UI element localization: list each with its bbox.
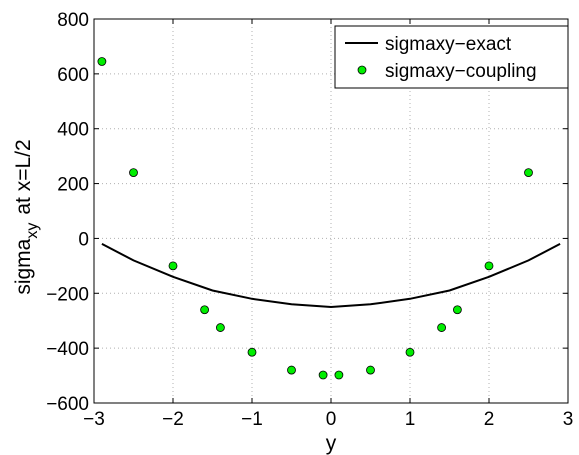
legend: sigmaxy−exact sigmaxy−coupling xyxy=(334,25,569,89)
legend-label-coupling: sigmaxy−coupling xyxy=(385,61,537,82)
y-axis-label-subscript: xy xyxy=(24,223,41,239)
data-point-coupling xyxy=(366,365,375,375)
data-point-coupling xyxy=(129,168,138,178)
y-tick-label: 0 xyxy=(78,229,89,250)
y-tick-label: 600 xyxy=(57,65,89,86)
y-tick-label: −200 xyxy=(46,284,89,305)
data-point-coupling xyxy=(247,347,257,357)
data-point-coupling xyxy=(405,347,415,357)
series-layer xyxy=(97,57,561,380)
x-tick-label: 2 xyxy=(484,409,495,430)
y-axis-label: sigmaxy at x=L/2 xyxy=(12,139,41,294)
data-point-coupling xyxy=(287,365,296,375)
data-point-coupling xyxy=(168,261,178,271)
y-axis-label-base: sigma xyxy=(12,238,35,294)
y-tick-label: 400 xyxy=(57,120,89,141)
data-point-coupling xyxy=(484,261,494,271)
x-tick-label: 3 xyxy=(563,409,574,430)
y-axis-label-suffix: at x=L/2 xyxy=(12,139,35,214)
data-point-coupling xyxy=(97,57,107,66)
legend-label-exact: sigmaxy−exact xyxy=(385,34,512,55)
x-axis-label: y xyxy=(326,432,337,455)
data-point-coupling xyxy=(437,323,447,332)
data-point-coupling xyxy=(524,168,533,178)
data-point-coupling xyxy=(334,370,344,380)
y-tick-label: 800 xyxy=(57,10,89,31)
x-tick-label: −1 xyxy=(241,409,263,430)
x-tick-label: −2 xyxy=(162,409,184,430)
tick-labels: −3 −2 −1 0 1 2 3 −600 −400 −200 0 200 400 600 800 xyxy=(46,10,573,430)
legend-box xyxy=(334,25,569,89)
y-tick-label: −600 xyxy=(46,394,89,415)
y-tick-label: −400 xyxy=(46,339,89,360)
legend-swatch-coupling xyxy=(357,65,367,75)
data-point-coupling xyxy=(215,323,225,332)
x-tick-label: 1 xyxy=(405,409,416,430)
x-tick-label: 0 xyxy=(326,409,337,430)
data-point-coupling xyxy=(318,370,328,380)
y-tick-label: 200 xyxy=(57,175,89,196)
series-line-exact xyxy=(101,243,561,309)
x-tick-label: −3 xyxy=(83,409,105,430)
data-point-coupling xyxy=(200,305,210,315)
data-point-coupling xyxy=(452,305,462,315)
